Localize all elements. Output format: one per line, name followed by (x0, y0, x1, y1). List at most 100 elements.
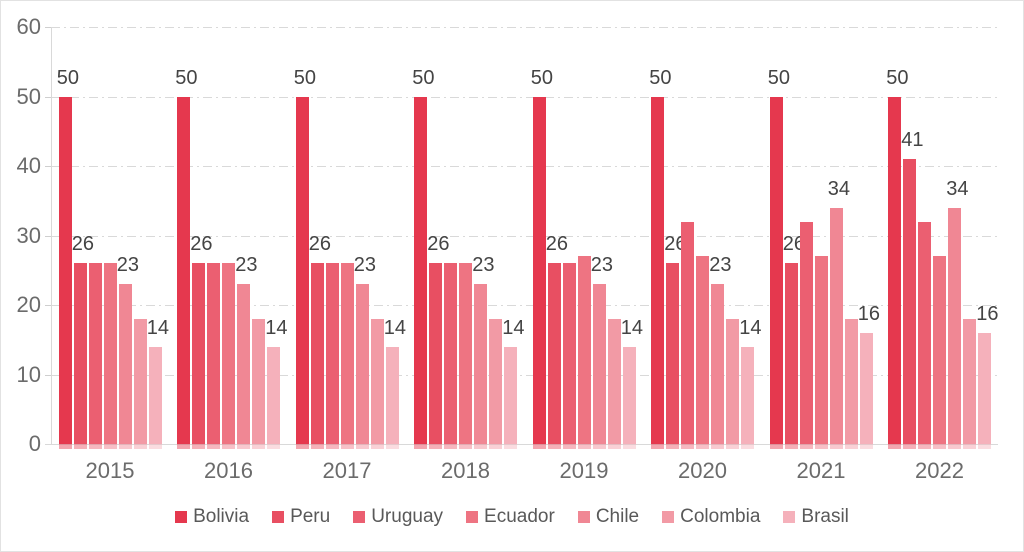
bar-group-2016: 50 26 23 14 (175, 27, 288, 450)
data-label: 50 (530, 66, 554, 89)
bar-group-2022: 50 41 34 16 (886, 27, 999, 450)
bar-uruguay-2016 (207, 263, 220, 449)
bar-group-2018: 50 26 23 14 (412, 27, 525, 450)
data-label: 16 (857, 302, 881, 325)
legend-label: Uruguay (371, 506, 444, 527)
bar-ecuador-2019 (577, 256, 591, 449)
bar-bolivia-2016 (177, 96, 190, 449)
bar-uruguay-2019 (562, 263, 576, 449)
data-label: 23 (590, 254, 614, 277)
legend: Bolivia Peru Uruguay Ecuador Chile Colombia Br… (1, 506, 1023, 528)
bar-group-2019: 50 26 23 14 (530, 27, 643, 450)
legend-item-uruguay: Uruguay (353, 506, 443, 528)
bar-colombia-2019 (607, 318, 621, 450)
bar-peru-2021 (784, 263, 798, 449)
legend-label: Colombia (680, 506, 761, 527)
bar-colombia-2015 (133, 318, 147, 450)
bar-bolivia-2019 (532, 96, 546, 449)
data-label: 50 (293, 66, 317, 89)
bar-colombia-2017 (370, 318, 384, 450)
y-axis-tick-label: 30 (16, 222, 41, 248)
legend-label: Bolivia (193, 506, 250, 527)
data-label: 26 (190, 233, 213, 256)
legend-label: Brasil (801, 506, 849, 527)
data-label: 50 (649, 66, 672, 89)
legend-item-brasil: Brasil (783, 506, 849, 528)
bar-colombia-2021 (844, 318, 858, 450)
legend-item-bolivia: Bolivia (175, 506, 249, 528)
x-axis-label-2016: 2016 (204, 458, 253, 483)
bar-brasil-2016 (267, 346, 280, 450)
data-label: 50 (767, 66, 791, 89)
legend-item-peru: Peru (272, 506, 330, 528)
bar-bolivia-2020 (651, 96, 664, 449)
bar-peru-2018 (429, 263, 442, 449)
data-label: 23 (709, 254, 732, 277)
data-label: 16 (976, 302, 999, 325)
bar-chile-2015 (118, 284, 132, 449)
x-axis-label-2015: 2015 (85, 458, 135, 483)
legend-label: Chile (595, 506, 640, 527)
bar-chile-2017 (355, 284, 369, 449)
bar-peru-2017 (310, 263, 324, 449)
bar-peru-2019 (547, 263, 561, 449)
data-label: 14 (383, 316, 407, 339)
data-label: 23 (116, 254, 140, 277)
data-label: 34 (946, 177, 969, 200)
y-axis-tick-label: 40 (16, 153, 41, 178)
bar-peru-2015 (73, 263, 87, 449)
data-label: 26 (71, 233, 95, 256)
legend-item-colombia: Colombia (662, 506, 760, 528)
bar-bolivia-2015 (58, 96, 72, 449)
data-label: 41 (901, 129, 924, 152)
axis-tick (45, 166, 52, 167)
bar-chile-2022 (948, 207, 961, 450)
data-label: 50 (412, 66, 435, 89)
bar-group-2015: 50 26 23 14 (57, 27, 169, 450)
bar-peru-2016 (192, 263, 205, 449)
bar-bolivia-2022 (888, 96, 901, 449)
bar-chile-2018 (474, 284, 487, 449)
data-label: 26 (782, 233, 806, 256)
data-label: 14 (502, 316, 525, 339)
bar-peru-2020 (666, 263, 679, 449)
data-label: 50 (175, 66, 198, 89)
bar-brasil-2021 (859, 332, 873, 450)
x-axis-baseline (45, 444, 998, 445)
data-label: 14 (265, 316, 288, 339)
data-label: 23 (235, 254, 258, 277)
data-label: 23 (472, 254, 495, 277)
axis-tick (45, 374, 52, 376)
bar-uruguay-2022 (918, 221, 931, 450)
data-label: 14 (620, 316, 644, 339)
x-axis-label-2019: 2019 (559, 458, 609, 483)
bar-peru-2022 (903, 159, 916, 449)
legend-swatch-icon (577, 511, 590, 523)
y-axis-tick-label: 60 (16, 14, 41, 39)
data-label: 23 (353, 254, 377, 277)
legend-item-chile: Chile (577, 506, 640, 528)
data-label: 14 (146, 316, 170, 339)
legend-label: Ecuador (484, 506, 555, 527)
data-label: 26 (308, 233, 332, 256)
bar-brasil-2019 (622, 346, 636, 450)
bar-brasil-2022 (978, 332, 991, 450)
bar-uruguay-2015 (88, 263, 102, 449)
bar-colombia-2018 (489, 318, 502, 450)
x-axis-label-2017: 2017 (322, 458, 372, 483)
bar-ecuador-2022 (933, 256, 946, 449)
axis-tick (45, 96, 52, 98)
data-label: 34 (827, 177, 851, 200)
bar-ecuador-2018 (459, 263, 472, 449)
y-axis-tick-label: 50 (16, 83, 41, 109)
bar-bolivia-2018 (414, 96, 427, 449)
legend-label: Peru (290, 506, 331, 527)
bar-ecuador-2015 (103, 263, 117, 449)
axis-tick (45, 305, 52, 306)
bar-colombia-2016 (252, 318, 265, 450)
y-axis-tick-label: 20 (16, 292, 41, 317)
legend-swatch-icon (783, 511, 796, 523)
bar-brasil-2015 (148, 346, 162, 450)
bar-group-2017: 50 26 23 14 (293, 27, 406, 450)
